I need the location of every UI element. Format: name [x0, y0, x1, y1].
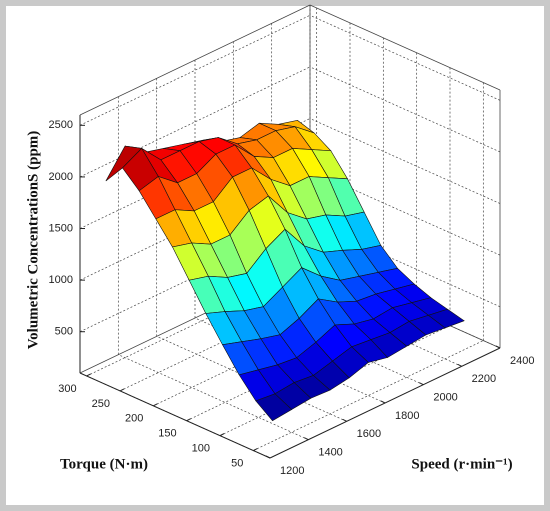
y-tick-label: 250: [92, 398, 110, 410]
z-tick-label: 1000: [49, 274, 73, 286]
grid-line: [309, 15, 501, 101]
y-tick-label: 100: [192, 443, 210, 455]
z-tick-label: 2000: [49, 171, 73, 183]
tick-mark: [219, 433, 225, 437]
z-axis-label: Volumetric ConcentrationS (ppm): [25, 131, 41, 350]
x-tick-label: 1400: [318, 447, 342, 459]
x-tick-label: 2200: [472, 373, 496, 385]
tick-mark: [495, 345, 501, 349]
z-tick-label: 1500: [49, 222, 73, 234]
x-tick-label: 2400: [510, 355, 534, 367]
grid-line: [79, 15, 311, 126]
y-tick-label: 150: [158, 428, 176, 440]
surface-patch: [255, 393, 293, 422]
grid-line: [79, 66, 311, 178]
tick-mark: [186, 418, 191, 422]
x-axis-label: Speed (r·min⁻¹): [411, 456, 512, 472]
x-tick-label: 2000: [433, 392, 457, 404]
grid-line: [309, 118, 501, 204]
tick-mark: [253, 448, 258, 451]
x-tick-label: 1600: [357, 428, 381, 440]
grid-line: [253, 340, 484, 451]
tick-mark: [86, 373, 91, 377]
y-tick-label: 300: [58, 383, 76, 395]
y-tick-label: 50: [231, 457, 243, 469]
tick-mark: [419, 382, 424, 386]
tick-mark: [342, 418, 347, 422]
grid-line: [219, 325, 451, 436]
x-tick-label: 1200: [280, 465, 304, 477]
y-axis-label: Torque (N·m): [60, 456, 148, 472]
tick-mark: [153, 403, 158, 407]
tick-mark: [265, 455, 271, 459]
x-tick-label: 1800: [395, 410, 419, 422]
axis-line: [79, 372, 271, 459]
grid-line: [118, 354, 309, 440]
z-tick-label: 2500: [49, 119, 73, 131]
tick-mark: [457, 363, 462, 367]
tick-mark: [304, 437, 309, 441]
box-edge: [309, 4, 501, 91]
y-tick-label: 200: [125, 413, 143, 425]
grid-line: [309, 66, 501, 153]
z-tick-label: 500: [55, 326, 73, 338]
tick-mark: [119, 388, 125, 392]
tick-mark: [380, 400, 386, 404]
